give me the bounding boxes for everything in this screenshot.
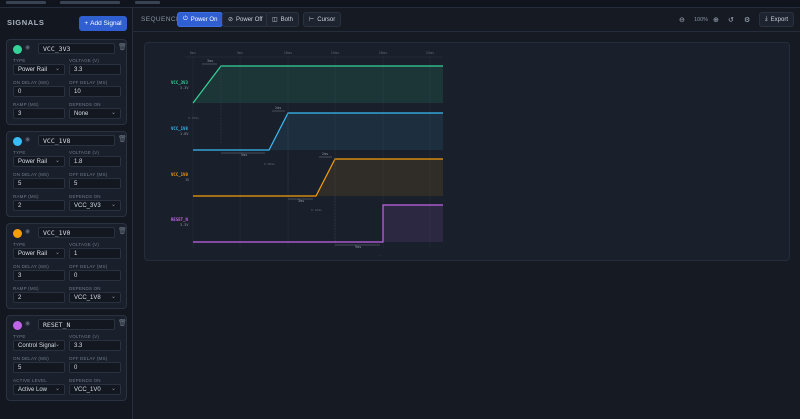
signal-card-vcc-1v0: ◉ VCC_1V0 🗑 TYPE VOLTAGE (V) Power Rail …: [6, 223, 127, 309]
time-tick: 25ms: [426, 51, 434, 55]
off-delay-input[interactable]: 0: [69, 270, 121, 281]
waveform-vcc-3v3: 3ms VCC_3V3 3.3V 0.33ms: [171, 59, 443, 143]
color-swatch[interactable]: [13, 137, 22, 146]
signals-sidebar: SIGNALS + Add Signal ◉ VCC_3V3 🗑 TYPE VO…: [0, 8, 133, 419]
on-delay-input[interactable]: 5: [13, 178, 65, 189]
type-select[interactable]: Power Rail: [13, 156, 65, 167]
both-button[interactable]: ◫ Both: [266, 12, 300, 27]
color-swatch[interactable]: [13, 229, 22, 238]
delay-label: 5ms: [241, 153, 247, 157]
settings-icon[interactable]: ⚙: [744, 17, 751, 24]
visibility-icon[interactable]: ◉: [25, 45, 31, 51]
signal-label: RESET_N: [171, 217, 188, 222]
plus-icon: +: [84, 20, 89, 27]
signal-card-vcc-3v3: ◉ VCC_3V3 🗑 TYPE VOLTAGE (V) Power Rail …: [6, 39, 127, 125]
type-select[interactable]: Power Rail: [13, 248, 65, 259]
voltage-input[interactable]: 1: [69, 248, 121, 259]
trash-icon[interactable]: 🗑: [118, 44, 127, 51]
delay-label: 3ms: [298, 199, 304, 203]
power-on-button[interactable]: ⏻ Power On: [177, 12, 224, 27]
signal-sublabel: 3.3V: [180, 223, 189, 227]
depends-on-select[interactable]: VCC_1V8: [69, 292, 121, 303]
type-select[interactable]: Power Rail: [13, 64, 65, 75]
signal-label: VCC_1V8: [171, 126, 188, 131]
waveform-reset-n: 5ms RESET_N 3.3V ...: [171, 204, 443, 257]
signal-name-input[interactable]: VCC_1V0: [38, 227, 115, 238]
depends-on-select[interactable]: VCC_1V0: [69, 384, 121, 395]
signal-name-input[interactable]: VCC_3V3: [38, 43, 115, 54]
ramp-label: 3ms: [207, 59, 213, 63]
ramp-input[interactable]: 2: [13, 292, 65, 303]
color-swatch[interactable]: [13, 45, 22, 54]
signals-heading: SIGNALS: [7, 18, 45, 27]
color-swatch[interactable]: [13, 321, 22, 330]
power-off-button[interactable]: ⊘ Power Off: [222, 12, 269, 27]
sequence-toolbar: SEQUENCE ⏻ Power On ⊘ Power Off ◫ Both ⊢ Cur…: [133, 8, 800, 32]
add-signal-button[interactable]: + Add Signal: [79, 16, 127, 31]
signal-sublabel: 1V: [185, 178, 190, 182]
signal-name-input[interactable]: RESET_N: [38, 319, 115, 330]
download-icon: ⤓: [765, 16, 768, 22]
window-top-strip: [0, 0, 800, 8]
timing-diagram: 0ms 5ms 10ms 15ms 20ms 25ms 3ms VCC_3V3 …: [171, 51, 443, 257]
threshold-label: ...: [377, 253, 383, 257]
signal-sublabel: 3.3V: [180, 86, 189, 90]
power-off-icon: ⊘: [228, 17, 234, 23]
cursor-button[interactable]: ⊢ Cursor: [303, 12, 342, 27]
active-level-select[interactable]: Active Low: [13, 384, 65, 395]
waveform-vcc-1v0: 3ms 2ms VCC_1V0 1V 0.10ms: [171, 152, 443, 243]
ramp-label: 2ms: [322, 152, 328, 156]
signal-label: VCC_3V3: [171, 80, 188, 85]
on-delay-input[interactable]: 3: [13, 270, 65, 281]
voltage-input[interactable]: 3.3: [69, 340, 121, 351]
depends-on-select[interactable]: VCC_3V3: [69, 200, 121, 211]
voltage-input[interactable]: 1.8: [69, 156, 121, 167]
zoom-level: 100%: [694, 17, 709, 23]
signal-card-reset-n: ◉ RESET_N 🗑 TYPE VOLTAGE (V) Control Sig…: [6, 315, 127, 401]
zoom-in-icon[interactable]: ⊕: [713, 17, 719, 24]
visibility-icon[interactable]: ◉: [25, 137, 31, 143]
trash-icon[interactable]: 🗑: [118, 228, 127, 235]
signal-name-input[interactable]: VCC_1V8: [38, 135, 115, 146]
depends-on-select[interactable]: None: [69, 108, 121, 119]
time-tick: 5ms: [237, 51, 243, 55]
voltage-input[interactable]: 3.3: [69, 64, 121, 75]
sequence-label: SEQUENCE: [141, 16, 181, 23]
visibility-icon[interactable]: ◉: [25, 229, 31, 235]
cursor-icon: ⊢: [309, 17, 315, 23]
timing-diagram-panel: 0ms 5ms 10ms 15ms 20ms 25ms 3ms VCC_3V3 …: [144, 42, 790, 261]
ramp-label: 2ms: [275, 106, 281, 110]
trash-icon[interactable]: 🗑: [118, 136, 127, 143]
off-delay-input[interactable]: 10: [69, 86, 121, 97]
signal-label: VCC_1V0: [171, 172, 188, 177]
time-tick: 10ms: [284, 51, 292, 55]
ramp-input[interactable]: 3: [13, 108, 65, 119]
off-delay-input[interactable]: 0: [69, 362, 121, 373]
zoom-out-icon[interactable]: ⊖: [679, 17, 685, 24]
type-select[interactable]: Control Signal: [13, 340, 65, 351]
columns-icon: ◫: [272, 17, 278, 23]
on-delay-input[interactable]: 5: [13, 362, 65, 373]
trash-icon[interactable]: 🗑: [118, 320, 127, 327]
signal-card-vcc-1v8: ◉ VCC_1V8 🗑 TYPE VOLTAGE (V) Power Rail …: [6, 131, 127, 217]
time-tick: 15ms: [331, 51, 339, 55]
threshold-label: 0.33ms: [188, 116, 199, 120]
time-tick: 20ms: [379, 51, 387, 55]
power-icon: ⏻: [183, 16, 188, 22]
threshold-label: 0.60ms: [264, 162, 275, 166]
delay-label: 5ms: [355, 245, 361, 249]
signal-sublabel: 1.8V: [180, 132, 189, 136]
on-delay-input[interactable]: 0: [13, 86, 65, 97]
time-tick: 0ms: [190, 51, 196, 55]
ramp-input[interactable]: 2: [13, 200, 65, 211]
time-grid: [185, 56, 443, 248]
main-area: SEQUENCE ⏻ Power On ⊘ Power Off ◫ Both ⊢ Cur…: [133, 8, 800, 419]
reset-icon[interactable]: ↺: [728, 17, 734, 24]
visibility-icon[interactable]: ◉: [25, 321, 31, 327]
off-delay-input[interactable]: 5: [69, 178, 121, 189]
waveform-vcc-1v8: 5ms 2ms VCC_1V8 1.8V 0.60ms: [171, 106, 443, 193]
export-button[interactable]: ⤓ Export: [759, 12, 794, 27]
threshold-label: 0.10ms: [311, 208, 322, 212]
